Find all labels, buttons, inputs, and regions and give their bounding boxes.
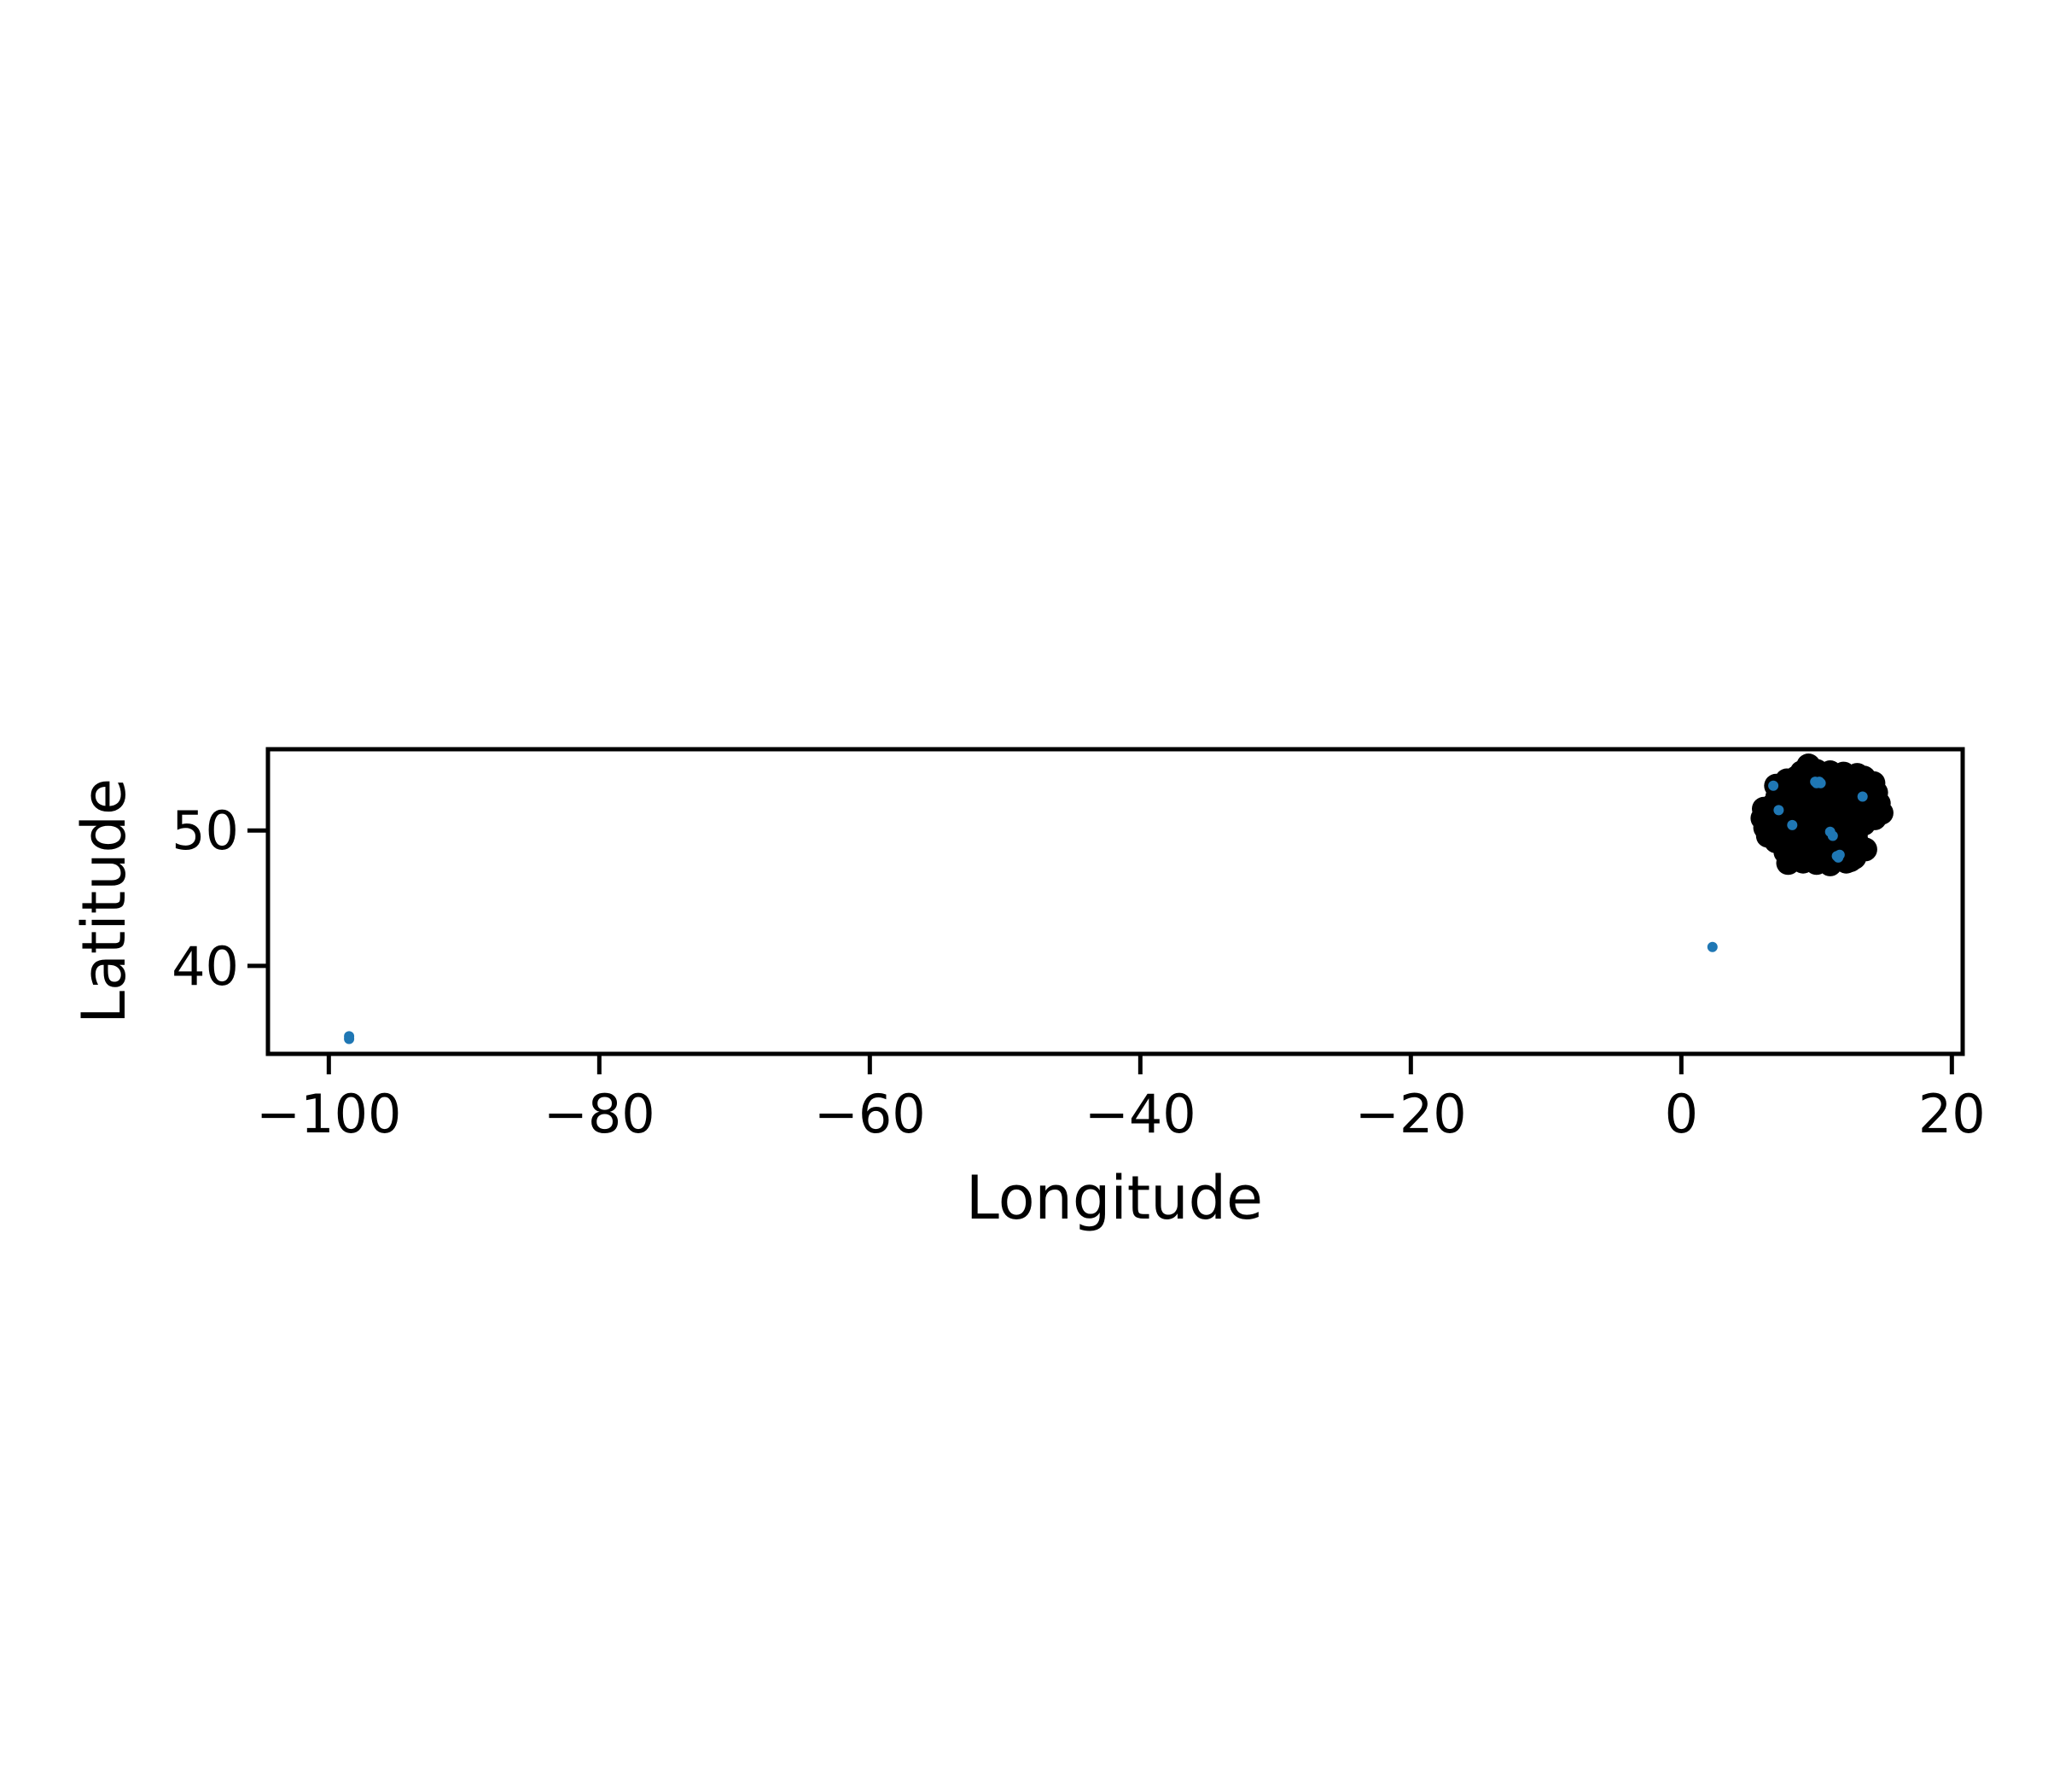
data-point: [1768, 780, 1779, 791]
data-point: [1815, 777, 1826, 788]
data-point: [1778, 783, 1803, 807]
x-axis: −100 −80 −60 −40 −20 0 20: [256, 1054, 1986, 1145]
x-tick-label: −60: [814, 1083, 926, 1145]
y-tick-label: 50: [172, 800, 239, 862]
data-point: [1836, 793, 1861, 817]
data-point: [1787, 819, 1798, 830]
y-axis: 40 50: [172, 800, 268, 998]
x-tick-label: −80: [544, 1083, 655, 1145]
data-point: [1707, 941, 1718, 952]
data-point: [1833, 852, 1844, 863]
data-point: [1773, 805, 1784, 816]
x-tick-label: −100: [256, 1083, 401, 1145]
y-axis-label: Latitude: [69, 778, 139, 1024]
data-point: [1794, 848, 1818, 873]
data-point: [1792, 812, 1817, 836]
x-tick-label: 0: [1665, 1083, 1698, 1145]
data-point: [1827, 830, 1838, 841]
data-point: [1857, 791, 1868, 802]
x-tick-label: −40: [1085, 1083, 1196, 1145]
x-tick-label: −20: [1355, 1083, 1467, 1145]
data-point: [1849, 772, 1874, 797]
x-tick-label: 20: [1918, 1083, 1986, 1145]
x-axis-label: Longitude: [966, 1163, 1263, 1233]
data-point: [344, 1031, 355, 1042]
plot-frame: [265, 747, 1965, 1056]
y-tick-label: 40: [172, 935, 239, 998]
points-layer: [344, 753, 1894, 1044]
